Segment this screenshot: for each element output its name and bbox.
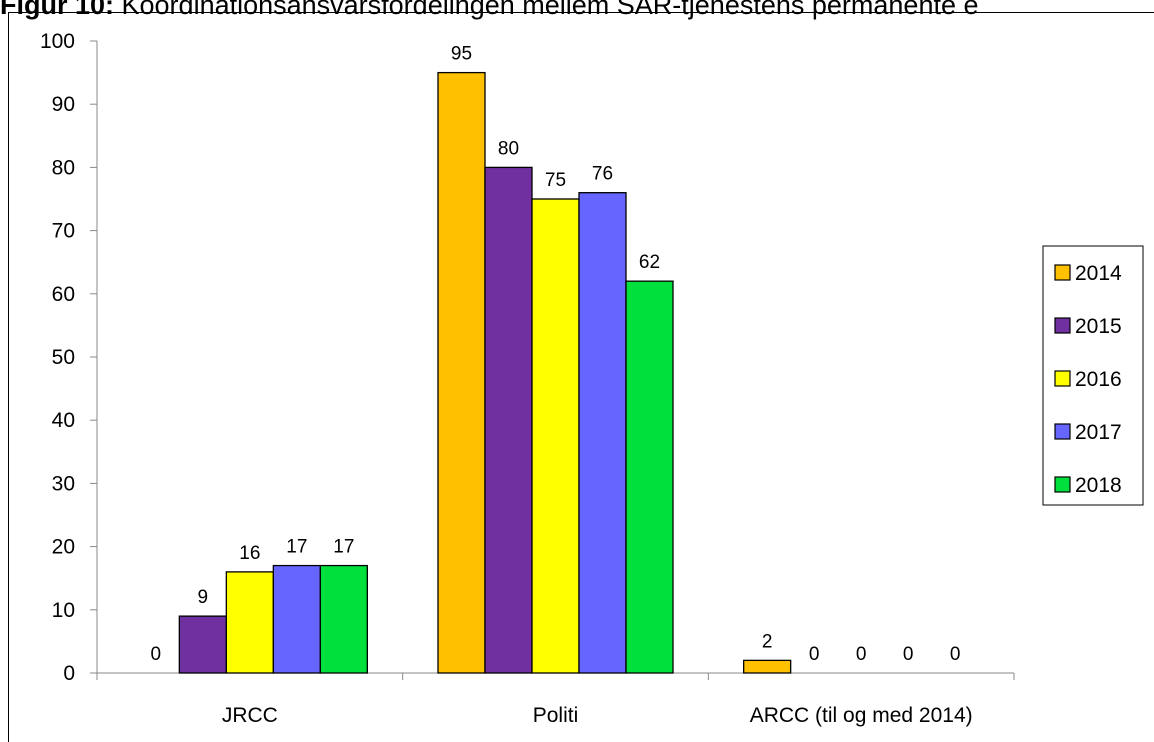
legend: 2014 2015 2016 2017 2018 xyxy=(1042,245,1144,506)
data-label-2017: 76 xyxy=(592,164,613,185)
x-category-label: ARCC (til og med 2014) xyxy=(750,704,973,727)
y-tick-label: 20 xyxy=(52,536,75,559)
chart-title-text: Koordinationsansvarsfordelingen mellem S… xyxy=(114,0,979,20)
data-label-2016: 0 xyxy=(856,644,867,665)
y-tick-label: 90 xyxy=(52,93,75,116)
bar-2017 xyxy=(272,564,321,674)
y-tick-label: 80 xyxy=(52,156,75,179)
y-tick-label: 50 xyxy=(52,346,75,369)
bar-2014 xyxy=(437,71,486,674)
legend-label-2018: 2018 xyxy=(1075,474,1122,497)
x-axis: JRCC Politi ARCC (til og med 2014) xyxy=(96,672,1015,727)
legend-label-2017: 2017 xyxy=(1075,421,1122,444)
data-label-2014: 95 xyxy=(451,44,472,65)
y-tick-label: 60 xyxy=(52,283,75,306)
y-tick-label: 40 xyxy=(52,409,75,432)
legend-swatch-2017 xyxy=(1054,423,1071,440)
data-label-2018: 17 xyxy=(333,537,354,558)
bar-2016 xyxy=(531,198,580,674)
legend-swatch-2018 xyxy=(1054,476,1071,493)
data-label-2018: 0 xyxy=(950,644,961,665)
bars: 0 9 16 17 17 95 80 75 76 62 2 0 0 0 0 xyxy=(151,44,961,674)
x-category-label: JRCC xyxy=(222,704,278,727)
legend-label-2015: 2015 xyxy=(1075,315,1122,338)
bar-2015 xyxy=(178,615,227,674)
data-label-2016: 16 xyxy=(239,543,260,564)
legend-label-2016: 2016 xyxy=(1075,368,1122,391)
legend-label-2014: 2014 xyxy=(1075,262,1122,285)
bar-2018 xyxy=(625,280,674,674)
chart-title: Figur 10: Koordinationsansvarsfordelinge… xyxy=(0,0,1154,22)
data-label-2014: 0 xyxy=(151,644,162,665)
bar-2015 xyxy=(484,166,533,674)
legend-swatch-2016 xyxy=(1054,370,1071,387)
bar-2016 xyxy=(225,571,274,674)
y-tick-label: 0 xyxy=(63,662,75,685)
bar-2017 xyxy=(578,192,627,674)
data-label-2018: 62 xyxy=(639,252,660,273)
bar-2014 xyxy=(743,659,792,674)
x-category-label: Politi xyxy=(533,704,579,727)
data-label-2015: 9 xyxy=(198,587,209,608)
chart-frame xyxy=(8,12,1154,742)
y-axis: 0 10 20 30 40 50 60 70 80 90 100 xyxy=(40,30,98,685)
y-tick-label: 30 xyxy=(52,472,75,495)
data-label-2014: 2 xyxy=(762,631,773,652)
legend-swatch-2015 xyxy=(1054,317,1071,334)
data-label-2017: 0 xyxy=(903,644,914,665)
chart-title-prefix: Figur 10: xyxy=(0,0,115,20)
y-tick-label: 70 xyxy=(52,220,75,243)
data-label-2015: 80 xyxy=(498,138,519,159)
data-label-2015: 0 xyxy=(809,644,820,665)
data-label-2017: 17 xyxy=(286,537,307,558)
y-tick-label: 10 xyxy=(52,599,75,622)
y-tick-label: 100 xyxy=(40,30,75,53)
legend-swatch-2014 xyxy=(1054,264,1071,281)
data-label-2016: 75 xyxy=(545,170,566,191)
bar-2018 xyxy=(319,564,368,674)
